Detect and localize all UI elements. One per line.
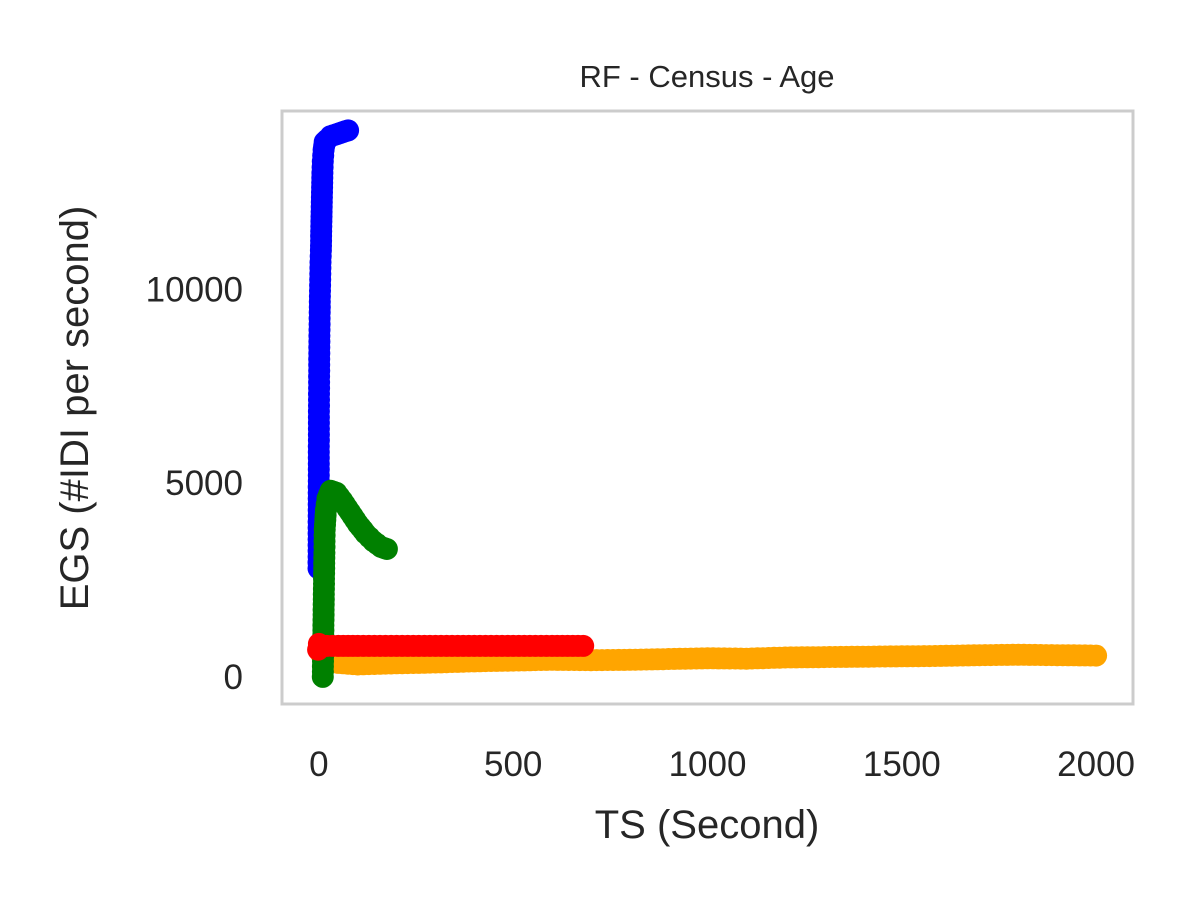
plot-area [307,119,1108,688]
chart-title: RF - Census - Age [580,59,835,94]
series-3-point [572,634,595,657]
x-tick-label: 500 [484,745,542,784]
x-tick-label: 2000 [1057,745,1135,784]
series-2-point [375,538,398,560]
x-tick-label: 0 [309,745,328,784]
series-1-point [1085,644,1108,667]
x-tick-label: 1000 [669,745,747,784]
series-3 [307,632,595,661]
x-ticks: 0 500 1000 1500 2000 [309,745,1135,784]
y-tick-label: 5000 [165,464,243,503]
y-ticks: 0 5000 10000 [146,270,243,697]
plot-frame [280,109,1135,706]
x-axis-label: TS (Second) [595,803,820,847]
y-axis-label: EGS (#IDI per second) [53,206,97,611]
x-tick-label: 1500 [863,745,941,784]
y-tick-label: 10000 [146,270,243,309]
y-tick-label: 0 [224,658,243,697]
series-0-point [337,119,360,142]
